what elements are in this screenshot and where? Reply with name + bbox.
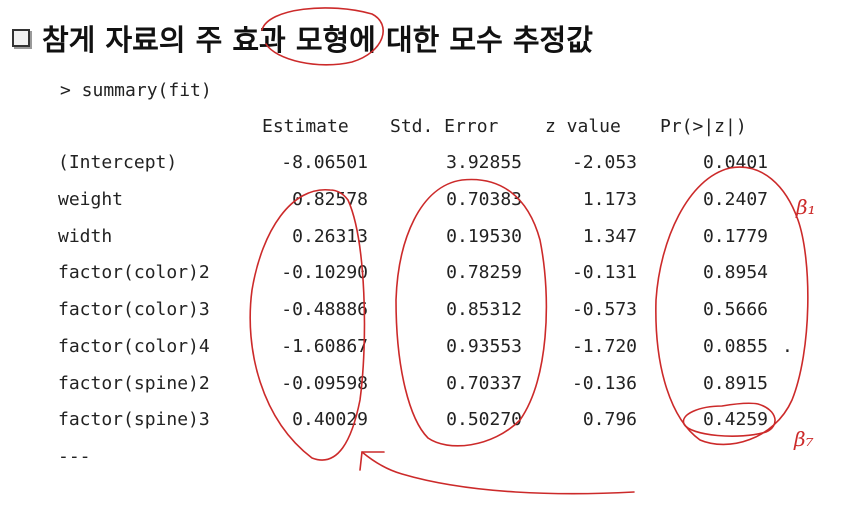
header-z-value: z value — [545, 116, 621, 137]
cell-estimate: 0.82578 — [292, 189, 368, 210]
cell-p-value: 0.1779 — [702, 226, 768, 247]
cell-z-value: 1.173 — [582, 189, 637, 210]
cell-z-value: -0.573 — [571, 299, 637, 320]
console-separator: --- — [58, 446, 91, 467]
row-name: weight — [58, 189, 124, 210]
row-name: factor(spine)2 — [58, 373, 210, 394]
beta-7-annotation: β₇ — [793, 427, 814, 451]
cell-z-value: -0.136 — [571, 373, 637, 394]
row-name: factor(color)3 — [58, 299, 210, 320]
row-name: factor(color)2 — [58, 262, 210, 283]
cell-p-value: 0.4259 — [702, 409, 768, 430]
cell-std-error: 0.93553 — [446, 336, 522, 357]
cell-z-value: -0.131 — [571, 262, 637, 283]
slide-title: 참게 자료의 주 효과 모형에 대한 모수 추정값 — [42, 23, 593, 57]
header-estimate: Estimate — [262, 116, 349, 137]
cell-z-value: 0.796 — [582, 409, 637, 430]
cell-std-error: 0.19530 — [446, 226, 522, 247]
cell-estimate: -1.60867 — [281, 336, 368, 357]
cell-estimate: -8.06501 — [281, 152, 368, 173]
cell-std-error: 0.70383 — [446, 189, 522, 210]
slide-title-row: 참게 자료의 주 효과 모형에 대한 모수 추정값 — [12, 14, 593, 62]
cell-p-value: 0.0401 — [702, 152, 768, 173]
return-arrowhead — [359, 451, 385, 471]
row-name: (Intercept) — [58, 152, 178, 173]
cell-std-error: 0.85312 — [446, 299, 522, 320]
header-p-value: Pr(>|z|) — [660, 116, 747, 137]
cell-std-error: 0.70337 — [446, 373, 522, 394]
cell-p-value: 0.8915 — [702, 373, 768, 394]
cell-estimate: -0.09598 — [281, 373, 368, 394]
cell-std-error: 3.92855 — [446, 152, 522, 173]
cell-p-value: 0.8954 — [702, 262, 768, 283]
row-name: factor(spine)3 — [58, 409, 210, 430]
return-arrow-line — [361, 451, 635, 495]
row-name: factor(color)4 — [58, 336, 210, 357]
cell-estimate: 0.26313 — [292, 226, 368, 247]
cell-p-value: 0.0855 — [702, 336, 768, 357]
cell-std-error: 0.78259 — [446, 262, 522, 283]
header-std-error: Std. Error — [390, 116, 499, 137]
trailing-mark: . — [782, 336, 793, 357]
cell-estimate: 0.40029 — [292, 409, 368, 430]
beta-1-annotation: β₁ — [795, 195, 816, 219]
cell-estimate: -0.48886 — [281, 299, 368, 320]
cell-p-value: 0.2407 — [702, 189, 768, 210]
cell-z-value: -2.053 — [571, 152, 637, 173]
console-command: > summary(fit) — [60, 80, 212, 101]
cell-estimate: -0.10290 — [281, 262, 368, 283]
cell-std-error: 0.50270 — [446, 409, 522, 430]
cell-z-value: -1.720 — [571, 336, 637, 357]
cell-p-value: 0.5666 — [702, 299, 768, 320]
bullet-icon — [12, 29, 30, 47]
row-name: width — [58, 226, 113, 247]
cell-z-value: 1.347 — [582, 226, 637, 247]
